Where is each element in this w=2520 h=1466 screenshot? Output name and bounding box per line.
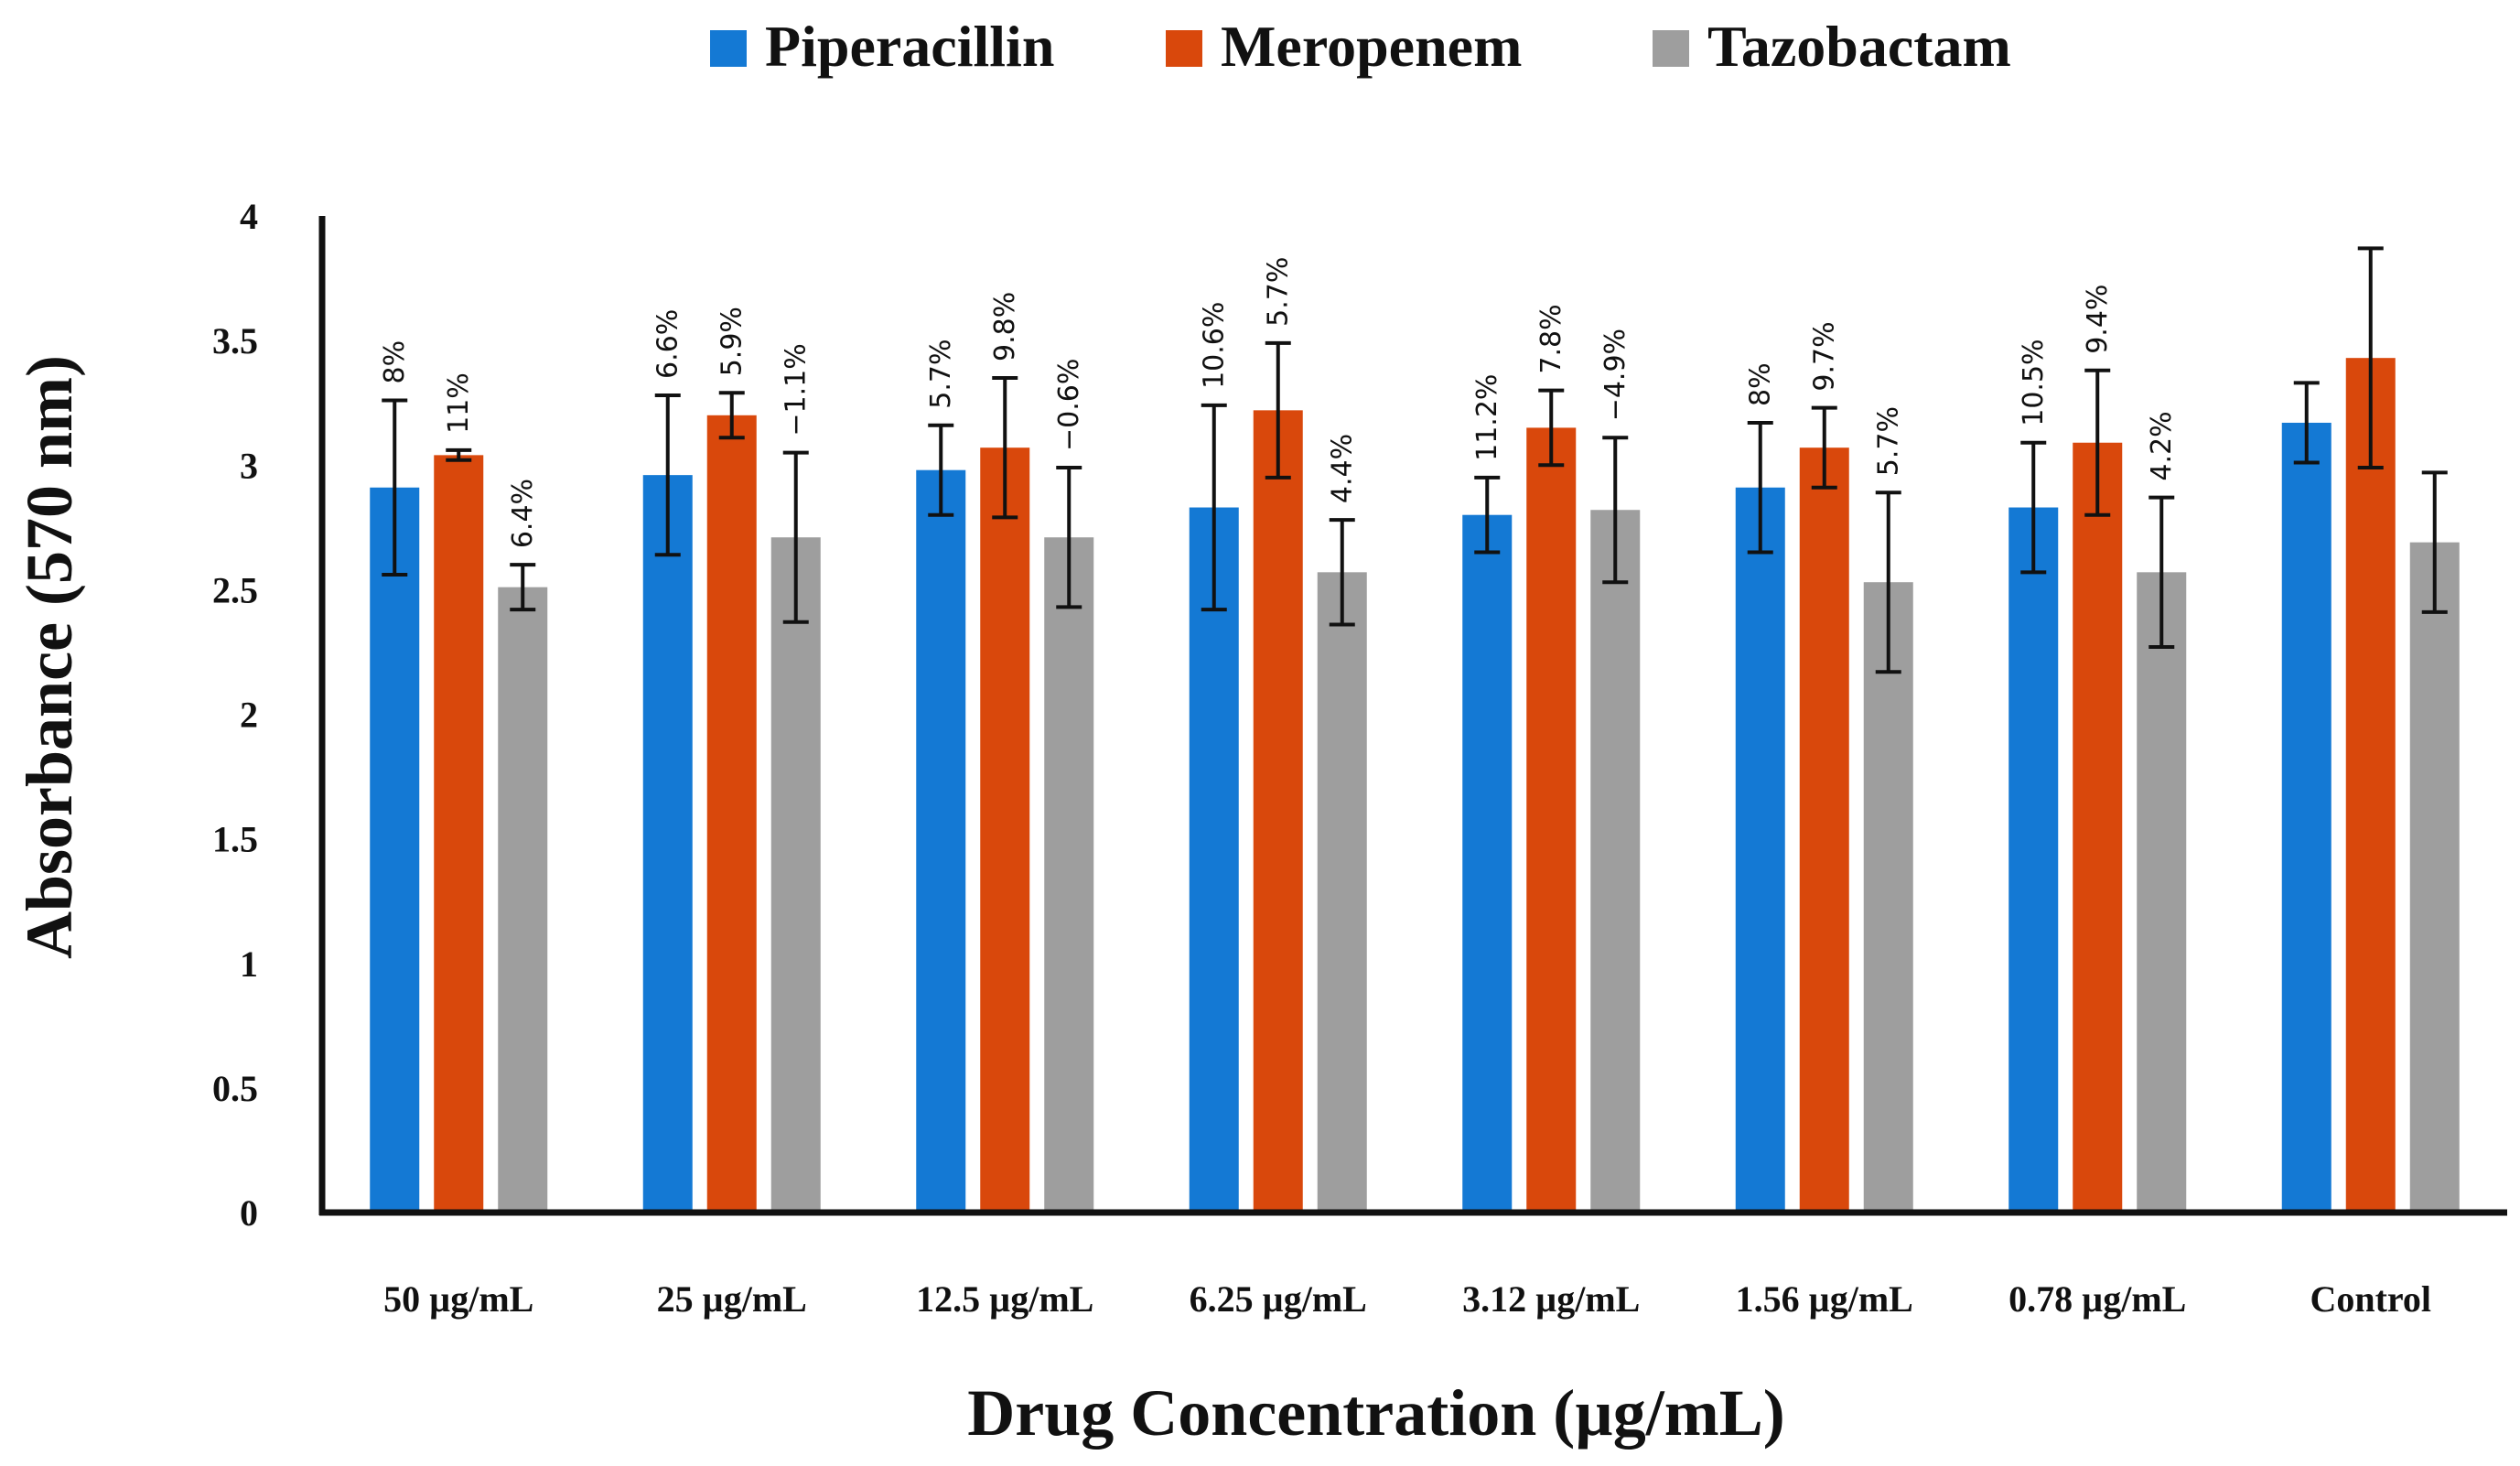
data-label: 11.2%: [1471, 374, 1503, 461]
bar-tazobactam: [1590, 510, 1641, 1213]
data-label: 4.4%: [1327, 434, 1359, 503]
bar-meropenem: [1526, 427, 1577, 1213]
bar-meropenem: [706, 415, 757, 1213]
data-label: 10.6%: [1199, 302, 1231, 389]
y-tick-label: 2.5: [212, 569, 258, 610]
y-axis: 0 0.5 1 1.5 2 2.5 3 3.5 4: [212, 196, 326, 1234]
bar-tazobactam: [1044, 537, 1094, 1213]
x-axis: 50 µg/mL 25 µg/mL 12.5 µg/mL 6.25 µg/mL 3.12…: [319, 1209, 2507, 1320]
bar-tazobactam: [2137, 572, 2187, 1213]
data-label: 6.6%: [652, 309, 684, 379]
x-tick-label: 50 µg/mL: [383, 1278, 533, 1320]
bar-tazobactam: [770, 537, 821, 1213]
bar-meropenem: [1799, 447, 1849, 1213]
bar-piperacillin: [1462, 514, 1513, 1213]
legend-label-meropenem: Meropenem: [1221, 14, 1522, 79]
x-tick-label: 0.78 µg/mL: [2008, 1278, 2186, 1320]
bar-tazobactam: [2409, 542, 2460, 1213]
data-label: 9.7%: [1809, 321, 1841, 391]
y-tick-label: 0: [240, 1192, 258, 1234]
legend-swatch-meropenem: [1166, 30, 1202, 67]
bar-meropenem: [434, 455, 484, 1213]
data-label: 9.8%: [989, 292, 1021, 361]
bars-group: 8% 11% 6.4% 6.6% 5.9% −1.1% 5.7% 9.8% −0.6% 10.6%…: [370, 246, 2460, 1213]
data-label: 7.8%: [1535, 304, 1567, 373]
bar-piperacillin: [916, 469, 966, 1213]
legend-swatch-piperacillin: [710, 30, 747, 67]
x-tick-label: 25 µg/mL: [657, 1278, 807, 1320]
bar-piperacillin: [642, 475, 693, 1213]
data-label: −1.1%: [781, 343, 813, 436]
data-label: −4.9%: [1599, 329, 1632, 421]
y-tick-label: 3.5: [212, 320, 258, 361]
x-tick-label: Control: [2310, 1278, 2431, 1320]
y-tick-label: 2: [240, 695, 258, 736]
y-tick-label: 3: [240, 445, 258, 486]
legend-label-piperacillin: Piperacillin: [765, 14, 1054, 79]
x-tick-label: 12.5 µg/mL: [916, 1278, 1093, 1320]
x-tick-label: 1.56 µg/mL: [1736, 1278, 1913, 1320]
data-label: 8%: [379, 340, 411, 384]
data-label: 5.9%: [716, 307, 748, 376]
y-tick-label: 1: [240, 943, 258, 985]
legend-swatch-tazobactam: [1653, 30, 1689, 67]
bar-piperacillin: [1735, 487, 1785, 1213]
data-label: 4.2%: [2146, 411, 2178, 480]
bar-meropenem: [2073, 442, 2123, 1213]
bar-piperacillin: [2281, 422, 2332, 1213]
y-tick-label: 0.5: [212, 1068, 258, 1109]
data-label: 8%: [1745, 362, 1777, 406]
bar-tazobactam: [498, 587, 548, 1213]
legend: Piperacillin Meropenem Tazobactam: [710, 14, 2011, 79]
y-tick-label: 1.5: [212, 819, 258, 860]
data-label: 9.4%: [2082, 285, 2114, 354]
bar-meropenem: [980, 447, 1030, 1213]
data-label: 5.7%: [1263, 257, 1295, 327]
bar-tazobactam: [1317, 572, 1367, 1213]
x-axis-title: Drug Concentration (µg/mL): [967, 1376, 1784, 1450]
data-label: 6.4%: [507, 479, 539, 548]
bar-piperacillin: [2008, 507, 2059, 1213]
bar-meropenem: [2345, 358, 2396, 1213]
data-label: 11%: [443, 372, 475, 434]
data-label: −0.6%: [1053, 359, 1085, 451]
bar-tazobactam: [1863, 582, 1913, 1213]
data-label: 10.5%: [2018, 339, 2050, 426]
data-label: 5.7%: [1873, 406, 1905, 476]
bar-meropenem: [1253, 410, 1303, 1213]
y-tick-label: 4: [240, 196, 258, 237]
bar-piperacillin: [370, 487, 420, 1213]
data-label: 5.7%: [925, 339, 957, 408]
y-axis-title: Absorbance (570 nm): [13, 355, 86, 959]
bar-piperacillin: [1189, 507, 1239, 1213]
legend-label-tazobactam: Tazobactam: [1707, 14, 2011, 79]
x-tick-label: 3.12 µg/mL: [1462, 1278, 1640, 1320]
x-tick-label: 6.25 µg/mL: [1190, 1278, 1367, 1320]
